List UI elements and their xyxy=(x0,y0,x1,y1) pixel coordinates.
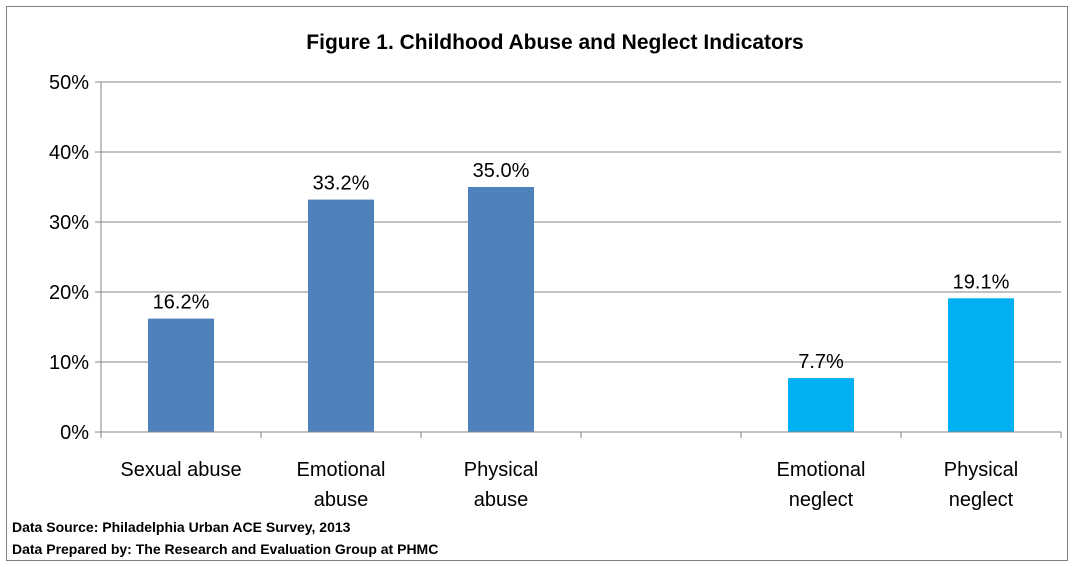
bar xyxy=(788,378,854,432)
x-category-label: abuse xyxy=(314,489,369,511)
chart-title: Figure 1. Childhood Abuse and Neglect In… xyxy=(306,31,803,54)
bar xyxy=(308,199,374,432)
bar xyxy=(948,298,1014,432)
y-tick-label: 40% xyxy=(49,142,89,164)
y-tick-label: 30% xyxy=(49,212,89,234)
data-label: 35.0% xyxy=(473,160,530,182)
data-prepared-note: Data Prepared by: The Research and Evalu… xyxy=(12,541,439,557)
gridlines xyxy=(101,81,1061,363)
bars: 16.2% 33.2% 35.0% 7.7% 19.1% xyxy=(148,160,1014,432)
y-tick-label: 50% xyxy=(49,72,89,94)
x-category-label: abuse xyxy=(474,489,529,511)
data-label: 16.2% xyxy=(153,292,210,314)
x-category-label: Emotional xyxy=(777,459,866,481)
y-tick-label: 20% xyxy=(49,282,89,304)
y-axis-ticks: 0% 10% 20% 30% 40% 50% xyxy=(49,72,102,444)
category-labels: Sexual abuse Emotional abuse Physical abuse E… xyxy=(120,459,1018,511)
data-label: 33.2% xyxy=(313,173,370,195)
data-label: 7.7% xyxy=(798,351,844,373)
x-category-label: neglect xyxy=(949,489,1014,511)
chart-frame xyxy=(6,6,1068,561)
x-category-label: Physical xyxy=(464,459,538,481)
x-category-label: neglect xyxy=(789,489,854,511)
data-label: 19.1% xyxy=(953,271,1010,293)
x-category-label: Physical xyxy=(944,459,1018,481)
y-tick-label: 0% xyxy=(60,422,89,444)
x-axis xyxy=(100,431,1062,438)
x-category-label: Sexual abuse xyxy=(120,459,241,481)
bar xyxy=(148,318,214,432)
data-source-note: Data Source: Philadelphia Urban ACE Surv… xyxy=(12,519,351,535)
y-tick-label: 10% xyxy=(49,352,89,374)
x-category-label: Emotional xyxy=(297,459,386,481)
bar xyxy=(468,187,534,432)
bar-chart: Figure 1. Childhood Abuse and Neglect In… xyxy=(49,31,1062,511)
